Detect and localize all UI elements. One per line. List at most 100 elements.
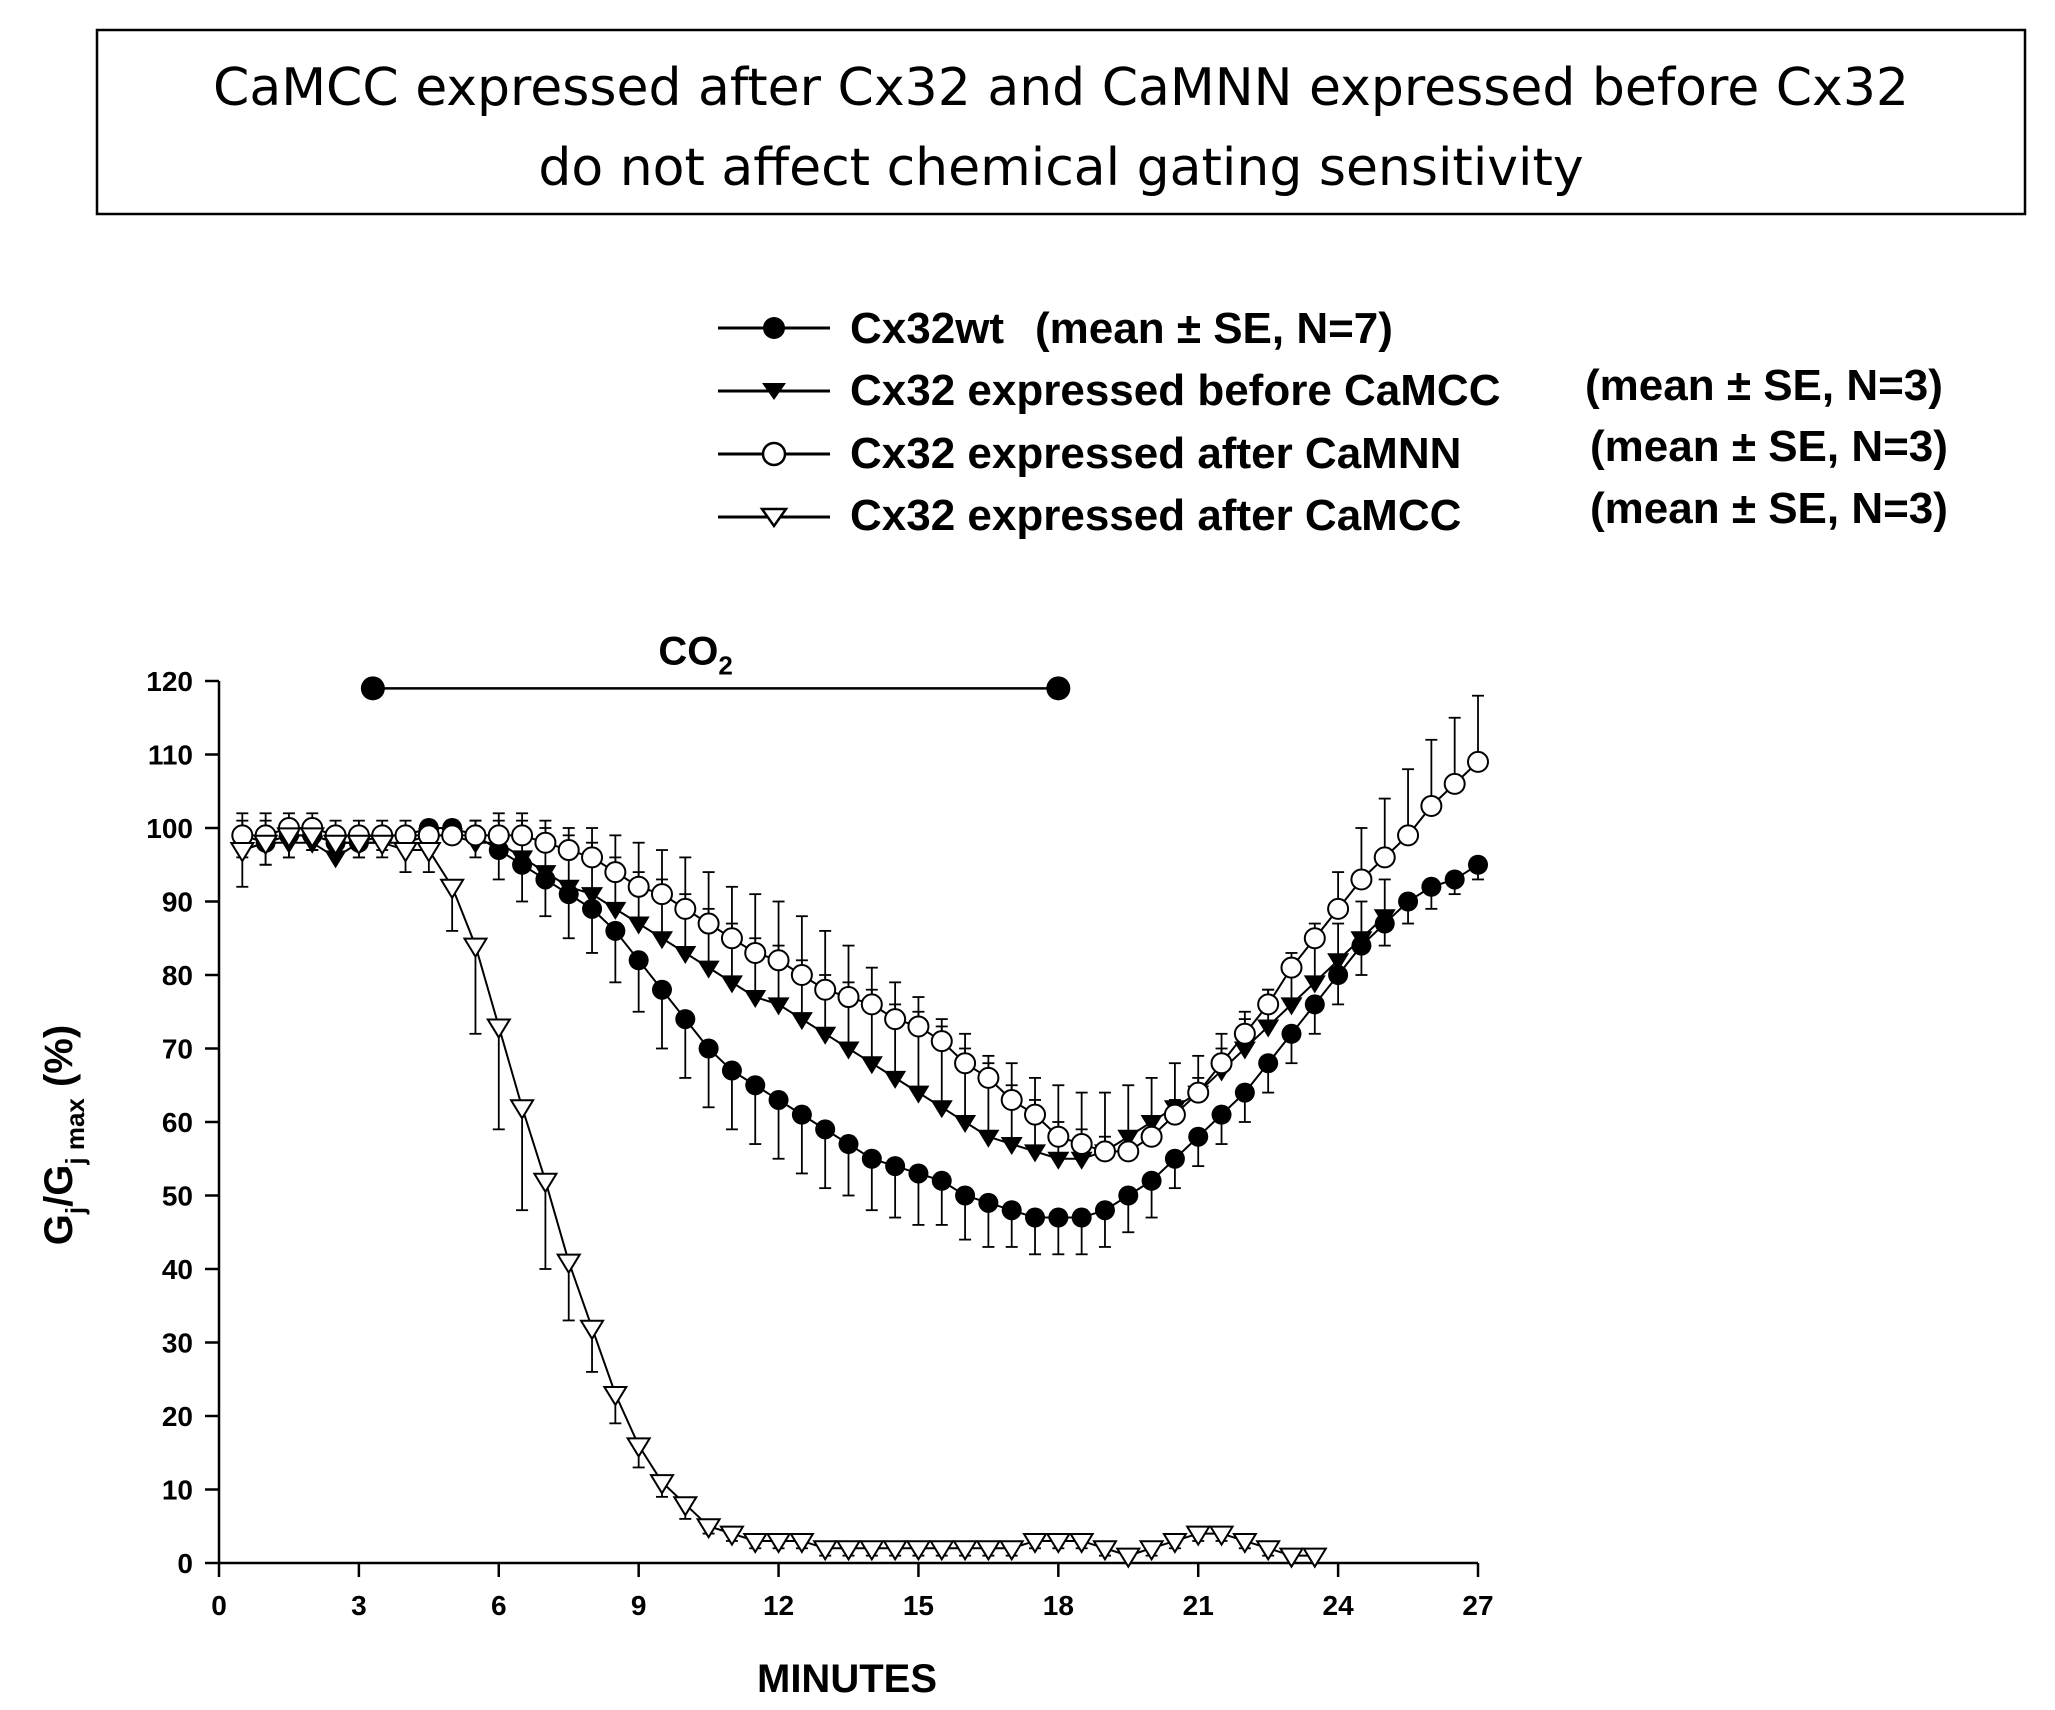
legend-marker-circle-open <box>761 441 787 467</box>
data-point <box>322 834 349 856</box>
data-point <box>884 1070 907 1089</box>
data-point <box>908 1163 929 1184</box>
data-point <box>511 850 534 869</box>
data-point <box>885 1156 906 1177</box>
y-tick-label: 70 <box>162 1034 193 1065</box>
y-tick-label: 40 <box>162 1254 193 1285</box>
data-point <box>1397 824 1420 847</box>
data-point <box>1373 846 1396 869</box>
data-point <box>651 979 672 1000</box>
data-point <box>882 1540 908 1562</box>
series-cx32-expressed-after-camnn <box>231 694 1489 1163</box>
data-point <box>861 1148 882 1169</box>
data-point <box>790 964 813 986</box>
data-point <box>789 1532 815 1554</box>
data-point <box>998 1540 1025 1562</box>
data-point <box>1164 1148 1185 1169</box>
data-point <box>650 931 673 950</box>
data-point <box>1233 1022 1256 1045</box>
legend-item-before-camcc: Cx32 expressed before CaMCC (mean ± SE, … <box>718 361 1943 415</box>
series-cx32wt <box>232 818 1488 1256</box>
data-point <box>1255 1540 1281 1562</box>
data-point <box>1444 869 1465 890</box>
y-tick-label: 20 <box>162 1401 193 1432</box>
data-point <box>907 1085 930 1104</box>
co2-bar: CO2 <box>360 629 1071 701</box>
data-point <box>837 986 860 1009</box>
data-point <box>1070 1133 1093 1156</box>
data-point <box>579 1319 605 1341</box>
data-point <box>1024 1144 1047 1163</box>
data-point <box>649 1474 675 1496</box>
data-point <box>1115 1547 1142 1569</box>
data-point <box>767 997 790 1016</box>
data-point <box>581 887 604 906</box>
data-point <box>767 949 790 972</box>
data-point <box>695 1518 722 1540</box>
data-point <box>1303 927 1326 950</box>
data-point <box>928 1540 955 1562</box>
data-point <box>392 842 419 863</box>
data-point <box>1210 1052 1233 1075</box>
data-point <box>1278 1547 1305 1569</box>
data-point <box>674 897 697 920</box>
data-point <box>790 1012 813 1031</box>
data-point <box>977 1129 1000 1148</box>
data-point <box>744 990 767 1009</box>
data-point <box>1188 1126 1209 1147</box>
x-tick-label: 12 <box>763 1590 794 1621</box>
title-line-2: do not affect chemical gating sensitivit… <box>538 138 1583 198</box>
data-point <box>604 861 627 884</box>
data-point <box>324 850 347 869</box>
data-point <box>602 1385 629 1407</box>
co2-label: CO2 <box>658 629 732 680</box>
x-tick-label: 21 <box>1183 1590 1214 1621</box>
legend-label: Cx32 expressed after CaMNN <box>850 429 1461 478</box>
data-point <box>698 1038 719 1059</box>
data-point <box>930 1030 953 1053</box>
data-point <box>1047 1125 1070 1148</box>
data-point <box>487 824 510 847</box>
data-point <box>509 1099 535 1121</box>
legend: Cx32wt (mean ± SE, N=7) Cx32 expressed b… <box>718 304 1948 540</box>
data-point <box>1211 1104 1232 1125</box>
data-point <box>1234 1082 1255 1103</box>
data-point <box>1327 897 1350 920</box>
data-point <box>835 1540 862 1562</box>
data-point <box>441 824 464 847</box>
series-cx32-expressed-after-camcc <box>229 827 1328 1569</box>
data-point <box>1233 1041 1256 1060</box>
data-point <box>650 883 673 906</box>
data-point <box>1141 1170 1162 1191</box>
data-point <box>791 1104 812 1125</box>
data-point <box>1208 1525 1235 1547</box>
data-point <box>1185 1525 1212 1547</box>
data-point <box>744 941 767 964</box>
data-point <box>814 978 837 1001</box>
data-point <box>464 824 487 847</box>
data-point <box>975 1540 1002 1562</box>
data-point <box>346 834 372 856</box>
legend-label: Cx32 expressed after CaMCC <box>850 491 1461 540</box>
data-point <box>1045 1532 1072 1554</box>
data-point <box>1094 1200 1115 1221</box>
data-point <box>977 1066 1000 1089</box>
data-point <box>1138 1540 1165 1562</box>
y-tick-label: 30 <box>162 1328 193 1359</box>
legend-item-after-camnn: Cx32 expressed after CaMNN (mean ± SE, N… <box>718 422 1948 478</box>
x-tick-label: 6 <box>491 1590 507 1621</box>
data-point <box>1071 1207 1092 1228</box>
data-point <box>768 1089 789 1110</box>
data-point <box>1025 1207 1046 1228</box>
data-point <box>742 1532 769 1554</box>
data-point <box>1163 1103 1186 1126</box>
y-tick-label: 120 <box>146 666 193 697</box>
x-tick-label: 18 <box>1043 1590 1074 1621</box>
data-point <box>628 950 649 971</box>
data-point <box>557 879 580 898</box>
data-point <box>1303 975 1326 994</box>
data-point <box>1258 1053 1279 1074</box>
y-tick-label: 50 <box>162 1181 193 1212</box>
data-point <box>625 1437 652 1459</box>
data-point <box>1467 750 1489 773</box>
